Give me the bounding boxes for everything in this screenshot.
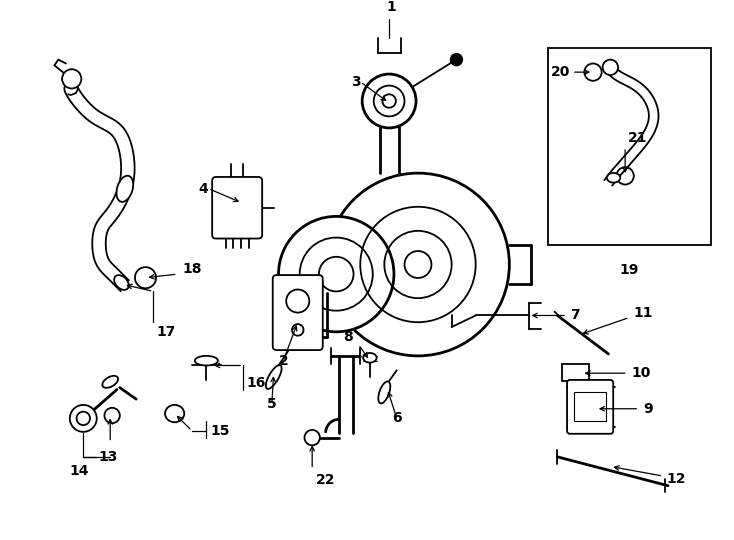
Ellipse shape bbox=[266, 365, 282, 389]
Circle shape bbox=[62, 69, 81, 89]
FancyBboxPatch shape bbox=[317, 226, 471, 303]
Ellipse shape bbox=[195, 356, 218, 366]
Text: 10: 10 bbox=[631, 366, 651, 380]
Text: 14: 14 bbox=[70, 464, 89, 477]
Ellipse shape bbox=[378, 381, 390, 403]
Text: 3: 3 bbox=[351, 75, 360, 89]
Ellipse shape bbox=[607, 173, 620, 183]
Text: 6: 6 bbox=[392, 411, 401, 426]
Circle shape bbox=[362, 74, 416, 128]
Text: 8: 8 bbox=[343, 329, 352, 343]
Text: 19: 19 bbox=[620, 262, 639, 276]
FancyBboxPatch shape bbox=[212, 177, 262, 239]
Text: 18: 18 bbox=[182, 262, 202, 276]
Text: 9: 9 bbox=[643, 402, 653, 416]
Circle shape bbox=[70, 405, 97, 432]
Text: 5: 5 bbox=[267, 397, 277, 411]
FancyBboxPatch shape bbox=[273, 275, 323, 350]
Text: 12: 12 bbox=[666, 472, 686, 486]
Ellipse shape bbox=[102, 376, 118, 388]
Text: 21: 21 bbox=[628, 131, 647, 145]
Circle shape bbox=[305, 430, 320, 446]
Text: 4: 4 bbox=[199, 181, 208, 195]
Ellipse shape bbox=[363, 353, 377, 362]
Text: 16: 16 bbox=[247, 376, 266, 390]
FancyBboxPatch shape bbox=[567, 380, 613, 434]
Text: 7: 7 bbox=[570, 308, 580, 322]
Bar bbox=[574, 393, 606, 421]
Circle shape bbox=[451, 54, 462, 65]
Bar bbox=[548, 48, 711, 245]
Bar bbox=[562, 363, 589, 381]
Text: 11: 11 bbox=[633, 306, 653, 320]
Text: 2: 2 bbox=[278, 354, 288, 368]
Text: 20: 20 bbox=[550, 65, 570, 79]
Circle shape bbox=[603, 59, 618, 75]
Circle shape bbox=[327, 173, 509, 356]
Text: 15: 15 bbox=[210, 424, 230, 438]
Text: 13: 13 bbox=[98, 450, 118, 464]
Text: 1: 1 bbox=[386, 1, 396, 15]
Text: 17: 17 bbox=[156, 325, 175, 339]
Circle shape bbox=[278, 217, 394, 332]
Ellipse shape bbox=[114, 275, 128, 290]
Text: 22: 22 bbox=[316, 473, 335, 487]
Ellipse shape bbox=[117, 176, 133, 202]
